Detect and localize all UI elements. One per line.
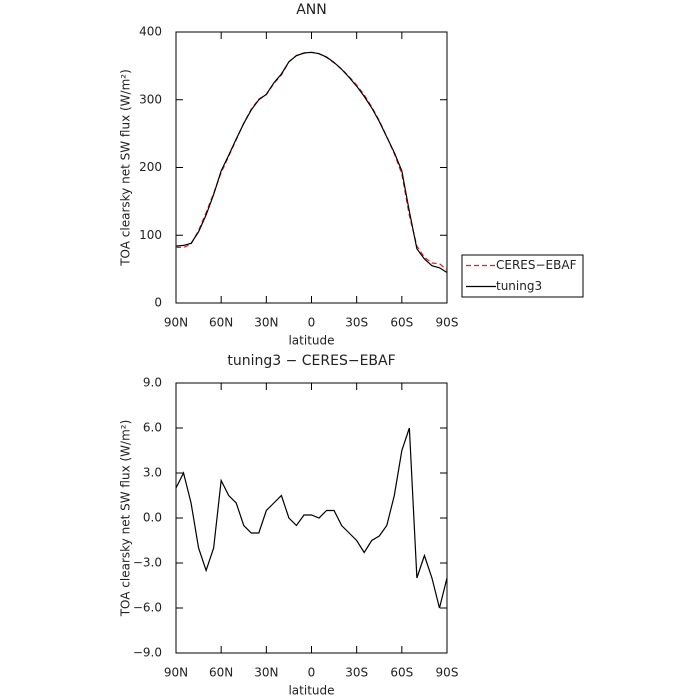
y-axis-label: TOA clearsky net SW flux (W/m²) xyxy=(119,420,133,618)
legend-label: tuning3 xyxy=(496,279,542,293)
x-tick-label: 60N xyxy=(209,666,233,680)
x-axis-label: latitude xyxy=(288,684,334,698)
plot-frame xyxy=(175,31,448,304)
x-tick-label: 0 xyxy=(308,666,316,680)
data-line xyxy=(175,427,448,609)
x-tick-label: 30N xyxy=(254,316,278,330)
y-tick-label: 0 xyxy=(154,296,162,310)
chart-title: tuning3 − CERES−EBAF xyxy=(227,353,395,369)
data-line xyxy=(176,51,448,271)
y-tick-label: −6.0 xyxy=(133,601,162,615)
x-axis-label: latitude xyxy=(288,334,334,348)
y-tick-label: 100 xyxy=(139,228,162,242)
x-tick-label: 30S xyxy=(345,316,368,330)
y-tick-label: 3.0 xyxy=(143,466,162,480)
legend-box xyxy=(461,254,584,298)
x-tick-label: 60N xyxy=(209,316,233,330)
x-tick-label: 90N xyxy=(164,666,188,680)
chart-title: ANN xyxy=(296,2,327,18)
y-tick-label: 300 xyxy=(139,92,162,106)
y-axis-label: TOA clearsky net SW flux (W/m²) xyxy=(119,69,133,267)
y-tick-label: 6.0 xyxy=(143,421,162,435)
x-tick-label: 60S xyxy=(390,316,413,330)
y-tick-label: 400 xyxy=(139,25,162,39)
x-tick-label: 30S xyxy=(345,666,368,680)
x-tick-label: 90N xyxy=(164,316,188,330)
x-tick-label: 90S xyxy=(436,666,459,680)
y-tick-label: −9.0 xyxy=(133,646,162,660)
data-line xyxy=(175,51,448,274)
y-tick-label: 200 xyxy=(139,160,162,174)
y-tick-label: 0.0 xyxy=(143,511,162,525)
y-tick-label: 9.0 xyxy=(143,376,162,390)
y-tick-label: −3.0 xyxy=(133,556,162,570)
x-tick-label: 60S xyxy=(390,666,413,680)
legend-label: CERES−EBAF xyxy=(496,258,577,272)
x-tick-label: 90S xyxy=(436,316,459,330)
x-tick-label: 0 xyxy=(308,316,316,330)
x-tick-label: 30N xyxy=(254,666,278,680)
